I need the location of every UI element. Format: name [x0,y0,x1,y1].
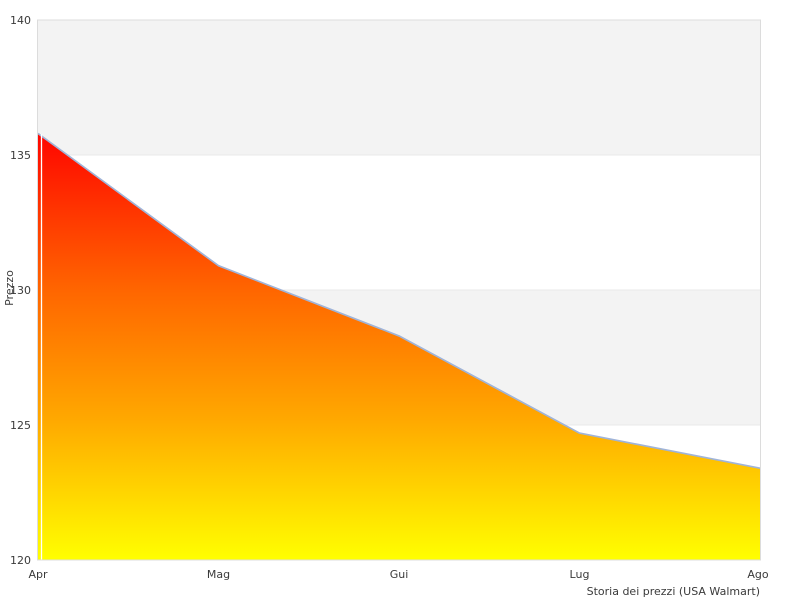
y-axis-label: Prezzo [3,270,16,306]
x-tick-ago: Ago [747,568,769,581]
chart-caption: Storia dei prezzi (USA Walmart) [587,585,760,598]
area-series-fill [38,133,760,560]
x-tick-apr: Apr [28,568,48,581]
x-tick-lug: Lug [570,568,590,581]
plot-border [37,19,761,561]
y-tick-130: 130 [10,284,31,297]
y-tick-120: 120 [10,554,31,567]
plot-band-135-140 [37,20,761,155]
x-tick-gui: Gui [390,568,409,581]
y-tick-125: 125 [10,419,31,432]
y-tick-140: 140 [10,14,31,27]
y-tick-labels: 140 135 130 125 120 [10,14,31,567]
line-series [37,132,761,470]
x-tick-labels: Apr Mag Gui Lug Ago [28,568,768,581]
x-tick-mag: Mag [207,568,230,581]
y-tick-135: 135 [10,149,31,162]
